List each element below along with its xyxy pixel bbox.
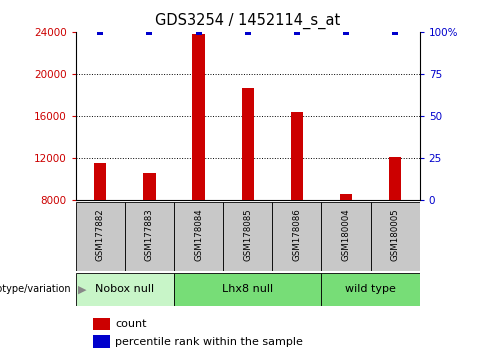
Text: GSM178085: GSM178085 bbox=[243, 209, 252, 261]
Text: percentile rank within the sample: percentile rank within the sample bbox=[115, 337, 303, 347]
Text: Lhx8 null: Lhx8 null bbox=[222, 284, 273, 295]
Text: count: count bbox=[115, 319, 147, 329]
Text: Nobox null: Nobox null bbox=[95, 284, 154, 295]
Text: GSM178086: GSM178086 bbox=[292, 209, 301, 261]
Bar bbox=[143, 173, 156, 200]
Bar bbox=[192, 34, 204, 200]
Bar bbox=[242, 87, 254, 200]
Bar bbox=[174, 273, 322, 306]
Bar bbox=[370, 202, 420, 271]
Text: wild type: wild type bbox=[345, 284, 396, 295]
Bar bbox=[322, 273, 420, 306]
Bar bbox=[223, 202, 272, 271]
Text: GSM177883: GSM177883 bbox=[145, 209, 154, 261]
Text: GSM178084: GSM178084 bbox=[194, 209, 203, 261]
Bar bbox=[93, 335, 110, 348]
Title: GDS3254 / 1452114_s_at: GDS3254 / 1452114_s_at bbox=[155, 13, 340, 29]
Text: ▶: ▶ bbox=[78, 284, 86, 295]
Bar bbox=[174, 202, 223, 271]
Bar bbox=[389, 157, 401, 200]
Bar bbox=[340, 194, 352, 200]
Bar bbox=[322, 202, 370, 271]
Bar bbox=[125, 202, 174, 271]
Bar bbox=[291, 112, 303, 200]
Text: GSM180004: GSM180004 bbox=[342, 209, 350, 261]
Bar bbox=[94, 163, 106, 200]
Text: GSM180005: GSM180005 bbox=[390, 209, 400, 261]
Bar bbox=[272, 202, 322, 271]
Bar bbox=[76, 273, 174, 306]
Text: genotype/variation: genotype/variation bbox=[0, 284, 71, 295]
Bar bbox=[76, 202, 125, 271]
Text: GSM177882: GSM177882 bbox=[96, 209, 105, 261]
Bar bbox=[93, 318, 110, 330]
